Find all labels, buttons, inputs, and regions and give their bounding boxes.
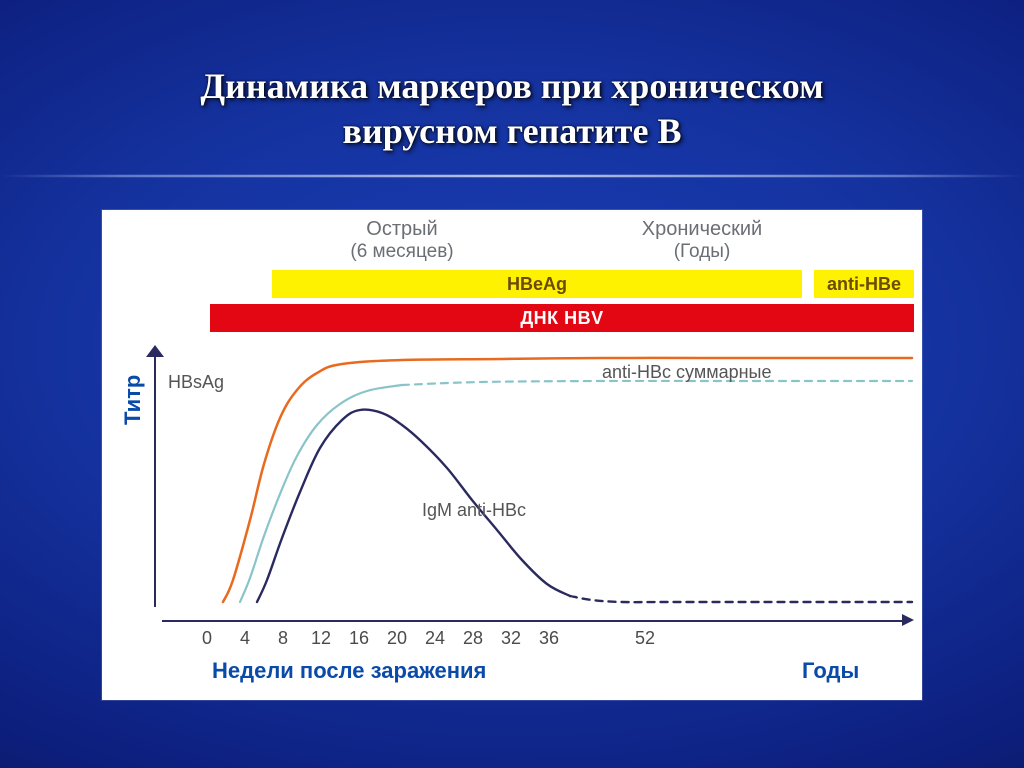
x-tick: 4 xyxy=(240,628,250,649)
x-tick: 16 xyxy=(349,628,369,649)
series-label-igm-anti-hbc: IgM anti-HBc xyxy=(422,500,526,521)
x-axis-arrow-icon xyxy=(902,614,923,626)
x-axis-label-right: Годы xyxy=(802,658,859,684)
x-tick: 36 xyxy=(539,628,559,649)
curves-svg xyxy=(102,210,922,700)
x-tick: 12 xyxy=(311,628,331,649)
x-tick: 20 xyxy=(387,628,407,649)
x-tick: 28 xyxy=(463,628,483,649)
curve-hbsag xyxy=(223,358,912,602)
chart-panel: Острый (6 месяцев) Хронический (Годы) HB… xyxy=(102,210,922,700)
curve-anti_hbc_total-solid xyxy=(240,385,402,602)
x-tick: 52 xyxy=(635,628,655,649)
x-tick: 0 xyxy=(202,628,212,649)
x-tick: 24 xyxy=(425,628,445,649)
series-label-hbsag: HBsAg xyxy=(168,372,224,393)
curve-igm_anti_hbc-dashed xyxy=(570,596,912,602)
title-line-2: вирусном гепатите В xyxy=(60,109,964,154)
slide-title: Динамика маркеров при хроническом вирусн… xyxy=(0,64,1024,154)
series-label-anti-hbc-total: anti-HBc суммарные xyxy=(602,362,771,383)
x-tick: 8 xyxy=(278,628,288,649)
x-axis-line xyxy=(162,620,902,622)
x-axis-label-left: Недели после заражения xyxy=(212,658,486,684)
slide-background: Динамика маркеров при хроническом вирусн… xyxy=(0,0,1024,768)
x-tick: 32 xyxy=(501,628,521,649)
title-line-1: Динамика маркеров при хроническом xyxy=(60,64,964,109)
chart-inner: Острый (6 месяцев) Хронический (Годы) HB… xyxy=(102,210,922,700)
